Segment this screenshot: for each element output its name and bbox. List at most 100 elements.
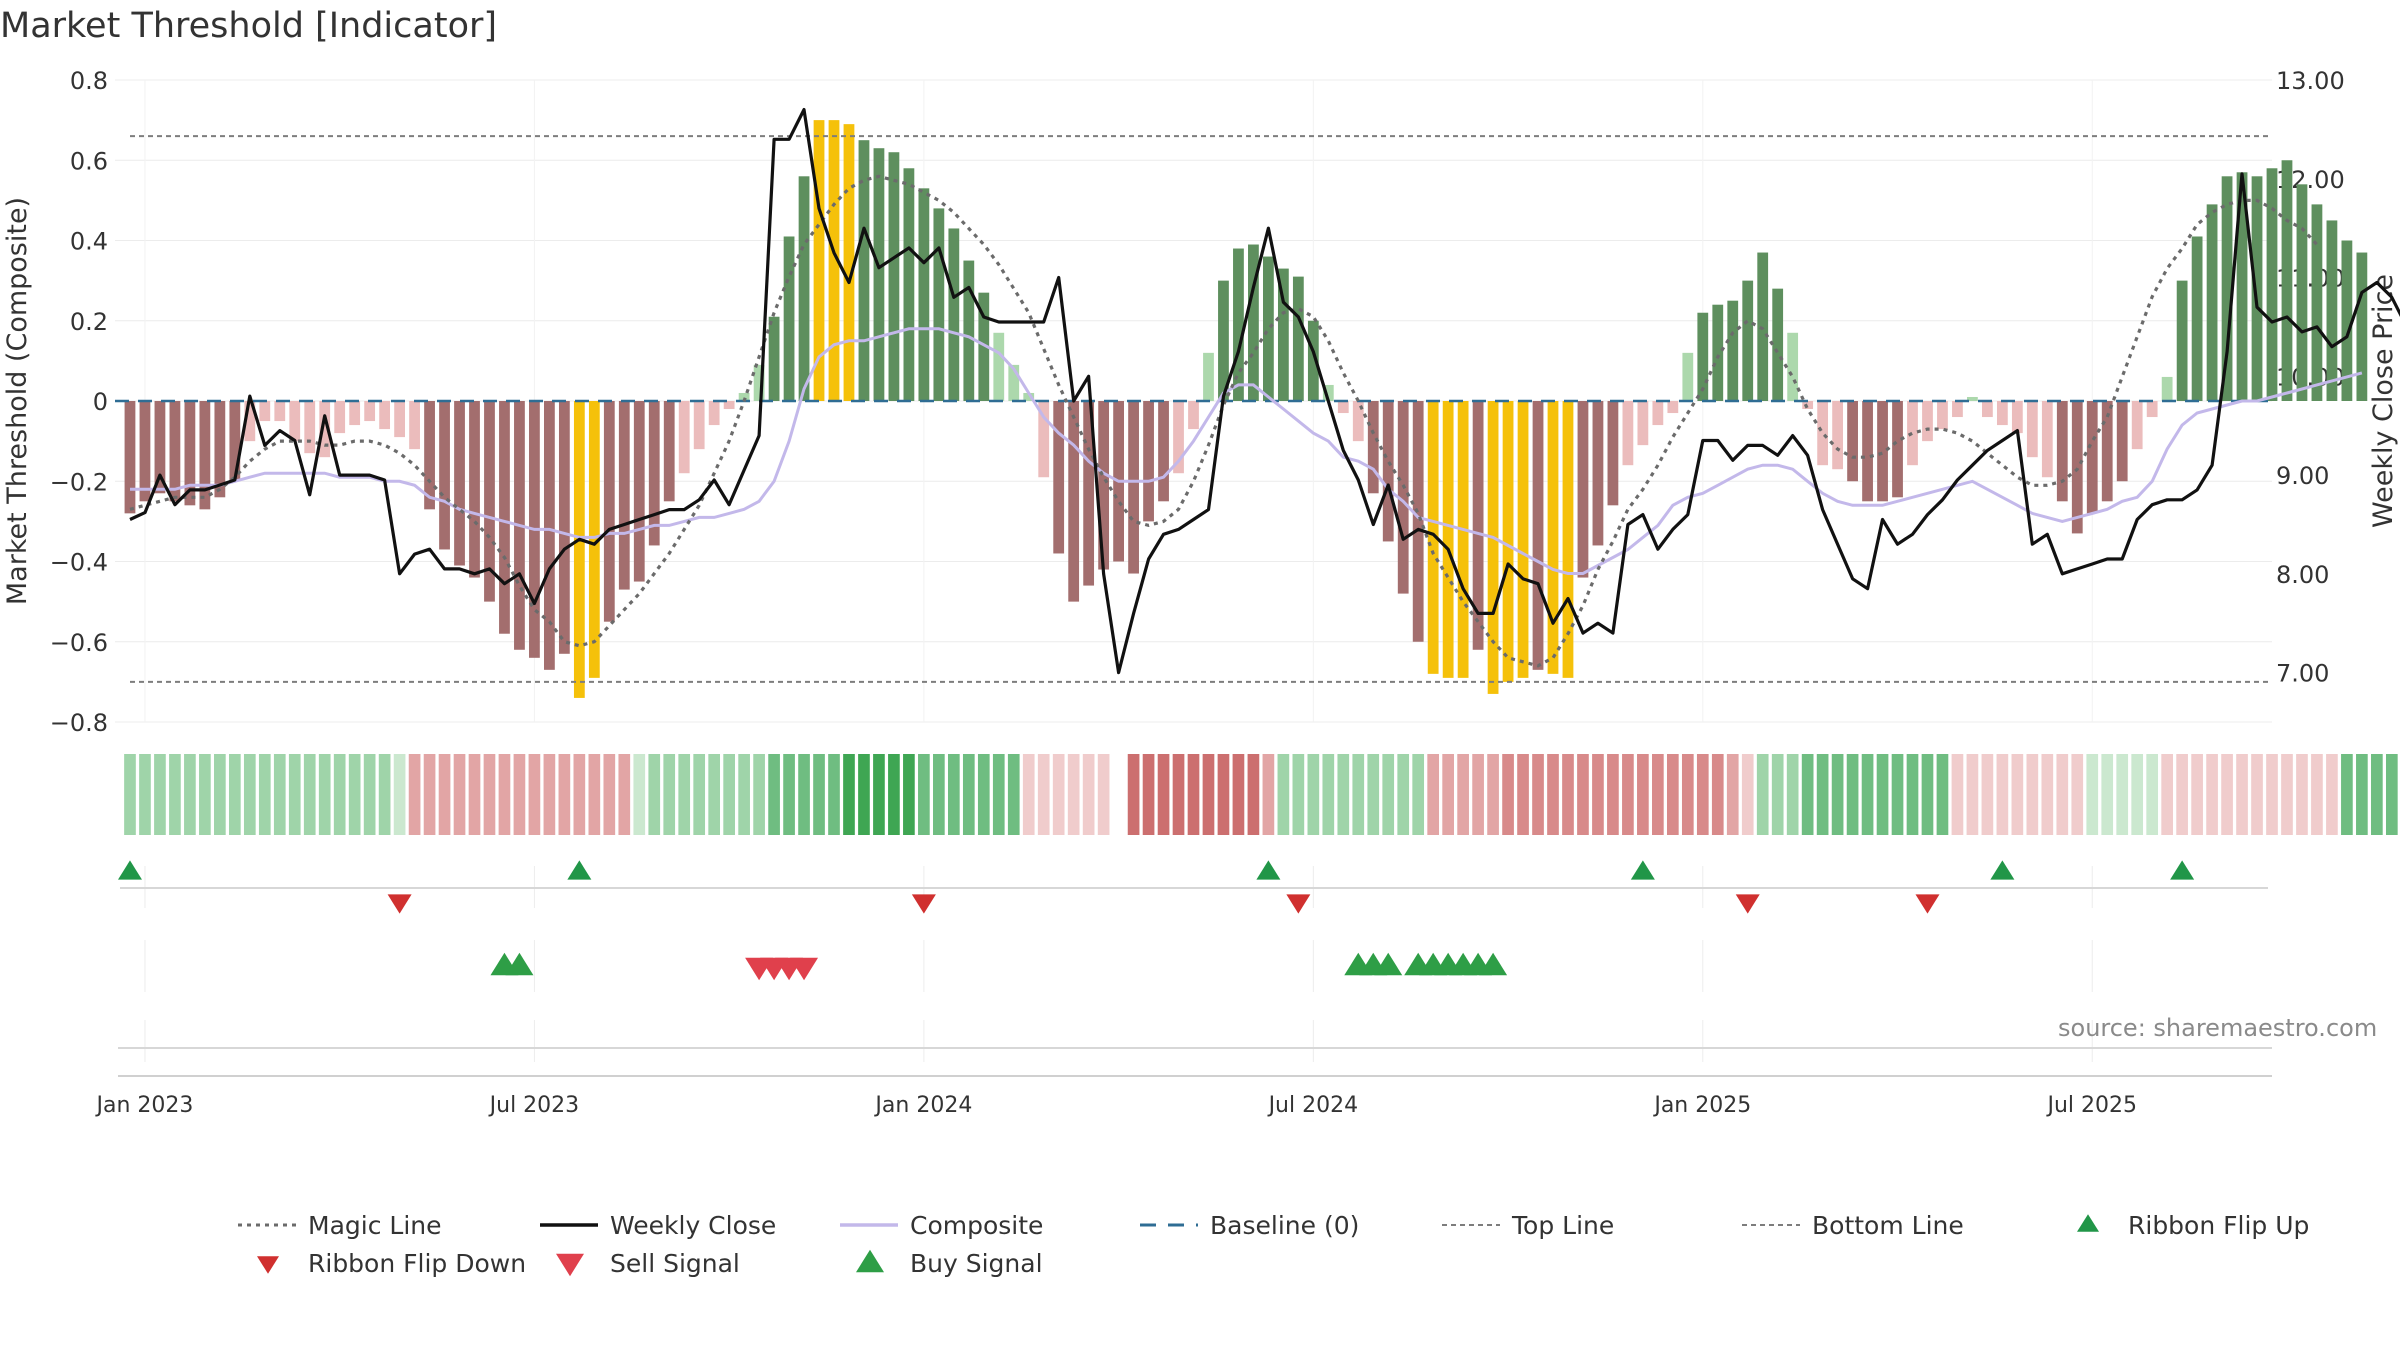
- buy-signal-marker: [1374, 952, 1403, 976]
- composite-bar: [2206, 204, 2218, 401]
- legend-label: Top Line: [1511, 1211, 1614, 1240]
- ribbon-cell: [962, 754, 975, 835]
- composite-bar: [1442, 401, 1454, 678]
- composite-bar: [169, 401, 181, 502]
- ribbon-cell: [693, 754, 706, 835]
- ribbon-cell: [1292, 754, 1305, 835]
- composite-bar: [1757, 252, 1769, 401]
- ribbon-cell: [1936, 754, 1949, 835]
- composite-bar: [1547, 401, 1559, 674]
- y-tick-label: −0.2: [50, 468, 108, 496]
- ribbon-cell: [318, 754, 331, 835]
- composite-bar: [1727, 300, 1739, 401]
- composite-bar: [304, 401, 316, 454]
- composite-bar: [813, 120, 825, 401]
- ribbon-cell: [288, 754, 301, 835]
- ribbon-cell: [1741, 754, 1754, 835]
- composite-bar: [963, 260, 975, 401]
- composite-bar: [1502, 401, 1514, 682]
- ribbon-cell: [1397, 754, 1410, 835]
- composite-bar: [1652, 401, 1664, 426]
- x-tick-label: Jul 2025: [2045, 1093, 2137, 1118]
- ribbon-cell: [603, 754, 616, 835]
- composite-bar: [1277, 268, 1289, 401]
- ribbon-cell: [378, 754, 391, 835]
- composite-bar: [933, 208, 945, 401]
- ribbon-cell: [483, 754, 496, 835]
- ribbon-cell: [408, 754, 421, 835]
- composite-bar: [1068, 401, 1080, 602]
- ribbon-cell: [273, 754, 286, 835]
- ribbon-cell: [1082, 754, 1095, 835]
- x-tick-label: Jan 2024: [873, 1093, 972, 1118]
- composite-bar: [828, 120, 840, 401]
- composite-bar: [2131, 401, 2143, 450]
- ribbon-cell: [768, 754, 780, 835]
- composite-bar: [229, 401, 241, 482]
- composite-bar: [1592, 401, 1604, 546]
- composite-bar: [334, 401, 346, 434]
- ribbon-cell: [453, 754, 466, 835]
- ribbon-flip-up-marker: [2170, 860, 2195, 880]
- y-axis-label: Market Threshold (Composite): [2, 197, 33, 605]
- ribbon-cell: [1681, 754, 1694, 835]
- ribbon-cell: [843, 754, 855, 835]
- composite-bar: [1832, 401, 1843, 470]
- ribbon-cell: [2266, 754, 2278, 835]
- ribbon-cell: [1067, 754, 1080, 835]
- ribbon-cell: [543, 754, 556, 835]
- ribbon-cell: [1382, 754, 1395, 835]
- composite-bar: [469, 401, 480, 578]
- ribbon-cell: [1007, 754, 1020, 835]
- ribbon-cell: [2191, 754, 2203, 835]
- ribbon-cell: [1846, 754, 1859, 835]
- ribbon-cell: [1172, 754, 1185, 835]
- composite-bar: [319, 401, 331, 458]
- composite-bar: [439, 401, 450, 550]
- composite-bar: [1292, 276, 1304, 401]
- ribbon-cell: [813, 754, 825, 835]
- ribbon-cell: [2311, 754, 2323, 835]
- composite-bar: [1772, 288, 1784, 401]
- ribbon-cell: [2251, 754, 2263, 835]
- ribbon-cell: [2236, 754, 2248, 835]
- composite-bar: [139, 401, 151, 502]
- composite-bar: [948, 228, 960, 401]
- ribbon-cell: [1891, 754, 1904, 835]
- ribbon-flip-up-marker: [117, 860, 142, 880]
- composite-bar: [1682, 352, 1694, 401]
- ribbon-cell: [1352, 754, 1365, 835]
- y-tick-label: −0.8: [50, 709, 108, 737]
- ribbon-cell: [648, 754, 661, 835]
- ribbon-flip-up-marker: [567, 860, 592, 880]
- composite-bar: [1607, 401, 1619, 506]
- composite-bar: [1457, 401, 1469, 678]
- ribbon-cell: [1801, 754, 1814, 835]
- ribbon-cell: [2341, 754, 2353, 835]
- x-tick-label: Jul 2023: [488, 1093, 580, 1118]
- ribbon-cell: [1996, 754, 2009, 835]
- ribbon-flip-down-marker: [1915, 894, 1940, 914]
- legend-label: Sell Signal: [610, 1249, 740, 1278]
- composite-bar: [1307, 320, 1319, 401]
- ribbon-cell: [2071, 754, 2084, 835]
- composite-bar: [1996, 401, 2008, 426]
- composite-bar: [753, 364, 765, 401]
- composite-bar: [2011, 401, 2023, 434]
- ribbon-cell: [243, 754, 256, 835]
- ribbon-cell: [1592, 754, 1604, 835]
- buy-signal-marker: [1479, 952, 1508, 976]
- chart-title: Market Threshold [Indicator]: [0, 6, 498, 46]
- ribbon-cell: [633, 754, 646, 835]
- composite-bar: [1053, 401, 1065, 554]
- composite-bar: [379, 401, 391, 430]
- composite-bar: [1173, 401, 1184, 474]
- composite-bar: [2026, 401, 2038, 458]
- ribbon-cell: [1217, 754, 1230, 835]
- ribbon-cell: [2116, 754, 2129, 835]
- ribbon-cell: [1127, 754, 1140, 835]
- composite-bar: [1532, 401, 1544, 670]
- ribbon-cell: [423, 754, 436, 835]
- composite-bar: [124, 401, 136, 514]
- ribbon-cell: [1157, 754, 1170, 835]
